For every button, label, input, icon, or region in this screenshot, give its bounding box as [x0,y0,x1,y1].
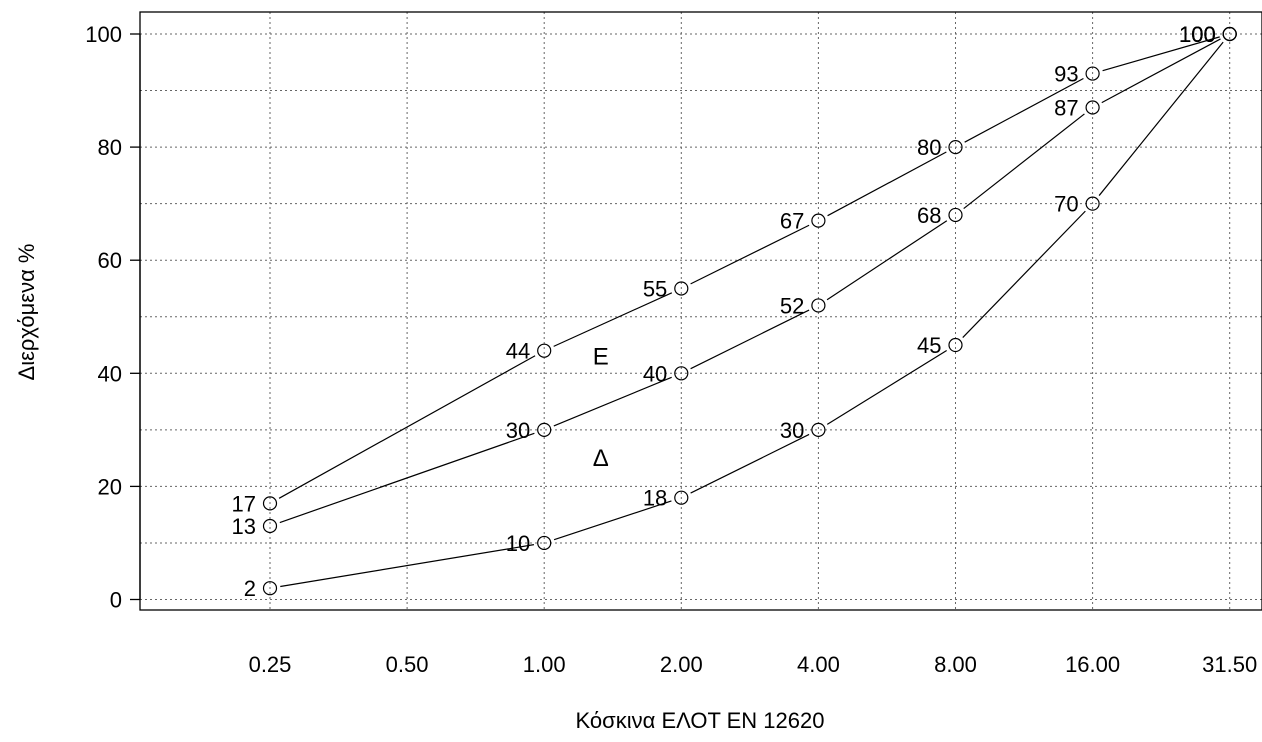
x-tick-label: 0.25 [249,652,292,677]
series-1-point [537,343,552,358]
series-3-data-label: 100 [1179,22,1216,47]
series-1-data-label: 100 [1179,22,1216,47]
x-tick-label: 16.00 [1065,652,1120,677]
series-2-data-label: 40 [643,361,667,386]
series-3-point [1222,26,1237,42]
series-1-segment [553,292,673,347]
series-1-point [1085,66,1100,81]
series-3-segment [826,349,947,425]
series-2-point [811,298,826,313]
series-3-data-label: 2 [244,576,256,601]
series-1-segment [827,151,947,217]
series-3-segment [280,544,535,588]
plot-area-frame [139,11,1262,611]
series-2-segment [1101,38,1221,104]
x-tick-label: 1.00 [523,652,566,677]
series-2-data-label: 52 [780,293,804,318]
series-2-point [1085,100,1100,115]
series-2-point [674,366,689,381]
series-3-point [811,422,826,437]
series-3-data-label: 10 [506,531,530,556]
y-axis-label: Διερχόμενα % [14,244,39,381]
y-tick-label: 100 [85,22,122,47]
series-1-point [674,281,689,296]
series-2-point [537,422,552,437]
series-1-point [262,496,278,511]
series-2-data-label: 30 [506,418,530,443]
series-3-point [262,581,278,596]
series-2-data-label: 100 [1179,22,1216,47]
x-tick-label: 2.00 [660,652,703,677]
series-3-point [948,337,963,353]
series-1-segment [278,355,536,499]
x-tick-label: 31.50 [1202,652,1257,677]
series-3-point [537,535,552,551]
series-3-segment [1098,41,1224,196]
x-axis-label: Κόσκινα ΕΛΟΤ EN 12620 [576,708,825,733]
series-1-segment [1102,36,1220,72]
y-tick-label: 40 [98,361,122,386]
x-tick-label: 8.00 [934,652,977,677]
data-labels: 1744556780931001330405268871002101830457… [232,22,1216,601]
series-3-data-label: 30 [780,418,804,443]
series-1-data-label: 44 [506,339,530,364]
series-2-segment [553,376,672,427]
series-1-data-label: 67 [780,209,804,234]
x-tick-label: 4.00 [797,652,840,677]
series-2-data-label: 13 [232,514,256,539]
region-label-Δ: Δ [593,445,609,472]
series-2-point [262,518,278,534]
series-3-point [1085,196,1100,211]
series-1-data-label: 55 [643,276,667,301]
series-lines [278,36,1224,588]
series-3-data-label: 70 [1054,192,1078,217]
series-1-point [811,213,826,228]
series-1-segment [964,77,1084,143]
y-tick-label: 60 [98,248,122,273]
y-tick-label: 0 [110,588,122,613]
series-2-segment [963,113,1085,210]
series-1-data-label: 17 [232,491,256,516]
series-1-point [948,140,963,155]
axis-ticks: 0 20 40 60 80 100 0.25 0.50 1.00 2.00 4.00 8.00 16.0… [85,22,1257,677]
series-2-segment [279,432,535,524]
region-label-Ε: Ε [593,343,609,370]
series-3-segment [553,500,672,541]
series-2-point [948,207,963,223]
y-tick-label: 80 [98,135,122,160]
y-tick-label: 20 [98,474,122,499]
series-3-segment [690,433,810,494]
series-3-point [674,490,689,505]
series-1-data-label: 93 [1054,62,1078,87]
series-1-segment [690,224,810,285]
series-1-data-label: 80 [917,135,941,160]
series-3-data-label: 18 [643,486,667,511]
series-2-segment [690,309,810,370]
series-2-data-label: 87 [1054,96,1078,121]
data-points [262,26,1237,596]
series-3-segment [962,210,1086,338]
grid [140,12,1262,610]
series-2-segment [826,220,948,301]
series-2-data-label: 68 [917,203,941,228]
x-tick-label: 0.50 [386,652,429,677]
series-3-data-label: 45 [917,333,941,358]
